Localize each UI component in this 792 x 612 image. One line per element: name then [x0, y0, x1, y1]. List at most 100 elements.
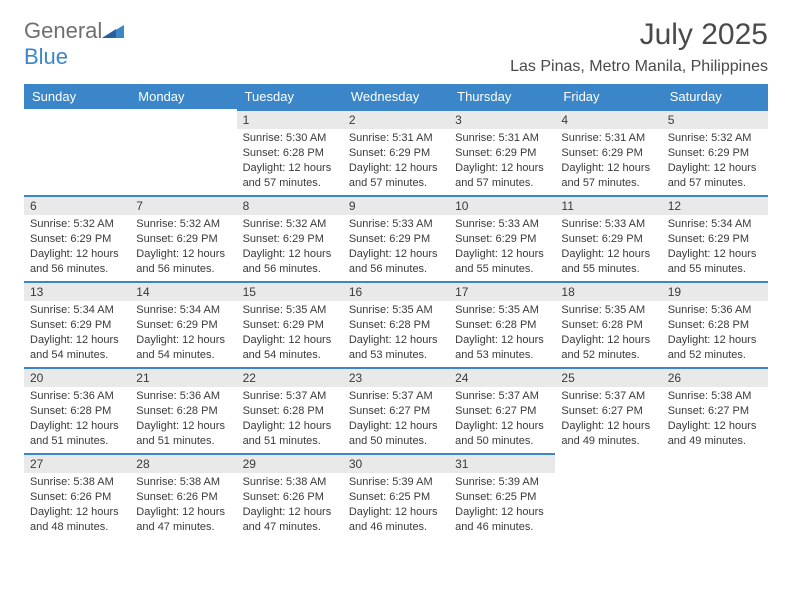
- calendar-page: General Blue July 2025 Las Pinas, Metro …: [0, 0, 792, 549]
- weekday-header: Thursday: [449, 84, 555, 109]
- day-details: Sunrise: 5:38 AMSunset: 6:26 PMDaylight:…: [130, 473, 236, 538]
- weekday-header: Monday: [130, 84, 236, 109]
- day-number: 3: [449, 109, 555, 129]
- calendar-day-cell: 30Sunrise: 5:39 AMSunset: 6:25 PMDayligh…: [343, 453, 449, 539]
- calendar-day-cell: 5Sunrise: 5:32 AMSunset: 6:29 PMDaylight…: [662, 109, 768, 195]
- day-details: Sunrise: 5:35 AMSunset: 6:28 PMDaylight:…: [449, 301, 555, 366]
- calendar-week-row: 27Sunrise: 5:38 AMSunset: 6:26 PMDayligh…: [24, 453, 768, 539]
- day-number: 28: [130, 453, 236, 473]
- day-details: Sunrise: 5:37 AMSunset: 6:28 PMDaylight:…: [237, 387, 343, 452]
- day-number: 21: [130, 367, 236, 387]
- calendar-week-row: 6Sunrise: 5:32 AMSunset: 6:29 PMDaylight…: [24, 195, 768, 281]
- calendar-day-cell: 15Sunrise: 5:35 AMSunset: 6:29 PMDayligh…: [237, 281, 343, 367]
- day-number: 5: [662, 109, 768, 129]
- brand-triangle-icon: [102, 22, 124, 43]
- day-number: 2: [343, 109, 449, 129]
- title-block: July 2025 Las Pinas, Metro Manila, Phili…: [510, 18, 768, 84]
- day-number: 17: [449, 281, 555, 301]
- day-details: Sunrise: 5:31 AMSunset: 6:29 PMDaylight:…: [555, 129, 661, 194]
- calendar-day-cell: 28Sunrise: 5:38 AMSunset: 6:26 PMDayligh…: [130, 453, 236, 539]
- calendar-week-row: 1Sunrise: 5:30 AMSunset: 6:28 PMDaylight…: [24, 109, 768, 195]
- brand-text: General Blue: [24, 18, 124, 70]
- weekday-header: Tuesday: [237, 84, 343, 109]
- calendar-day-cell: 27Sunrise: 5:38 AMSunset: 6:26 PMDayligh…: [24, 453, 130, 539]
- calendar-day-cell: 23Sunrise: 5:37 AMSunset: 6:27 PMDayligh…: [343, 367, 449, 453]
- calendar-day-cell: 12Sunrise: 5:34 AMSunset: 6:29 PMDayligh…: [662, 195, 768, 281]
- calendar-day-cell: 14Sunrise: 5:34 AMSunset: 6:29 PMDayligh…: [130, 281, 236, 367]
- day-details: Sunrise: 5:35 AMSunset: 6:29 PMDaylight:…: [237, 301, 343, 366]
- calendar-day-cell: 29Sunrise: 5:38 AMSunset: 6:26 PMDayligh…: [237, 453, 343, 539]
- day-details: Sunrise: 5:32 AMSunset: 6:29 PMDaylight:…: [24, 215, 130, 280]
- day-details: Sunrise: 5:38 AMSunset: 6:27 PMDaylight:…: [662, 387, 768, 452]
- page-subtitle: Las Pinas, Metro Manila, Philippines: [510, 58, 768, 76]
- page-title: July 2025: [510, 18, 768, 52]
- day-number: 25: [555, 367, 661, 387]
- calendar-day-cell: 7Sunrise: 5:32 AMSunset: 6:29 PMDaylight…: [130, 195, 236, 281]
- day-details: Sunrise: 5:33 AMSunset: 6:29 PMDaylight:…: [449, 215, 555, 280]
- calendar-day-cell: [24, 109, 130, 195]
- day-details: Sunrise: 5:35 AMSunset: 6:28 PMDaylight:…: [555, 301, 661, 366]
- calendar-day-cell: 1Sunrise: 5:30 AMSunset: 6:28 PMDaylight…: [237, 109, 343, 195]
- calendar-day-cell: 11Sunrise: 5:33 AMSunset: 6:29 PMDayligh…: [555, 195, 661, 281]
- calendar-day-cell: 10Sunrise: 5:33 AMSunset: 6:29 PMDayligh…: [449, 195, 555, 281]
- day-details: Sunrise: 5:36 AMSunset: 6:28 PMDaylight:…: [662, 301, 768, 366]
- day-number: 27: [24, 453, 130, 473]
- calendar-day-cell: 21Sunrise: 5:36 AMSunset: 6:28 PMDayligh…: [130, 367, 236, 453]
- calendar-day-cell: 8Sunrise: 5:32 AMSunset: 6:29 PMDaylight…: [237, 195, 343, 281]
- day-number: 22: [237, 367, 343, 387]
- day-details: Sunrise: 5:32 AMSunset: 6:29 PMDaylight:…: [237, 215, 343, 280]
- calendar-day-cell: 17Sunrise: 5:35 AMSunset: 6:28 PMDayligh…: [449, 281, 555, 367]
- calendar-day-cell: 9Sunrise: 5:33 AMSunset: 6:29 PMDaylight…: [343, 195, 449, 281]
- calendar-day-cell: 16Sunrise: 5:35 AMSunset: 6:28 PMDayligh…: [343, 281, 449, 367]
- day-number: 14: [130, 281, 236, 301]
- day-number: 4: [555, 109, 661, 129]
- day-details: Sunrise: 5:37 AMSunset: 6:27 PMDaylight:…: [555, 387, 661, 452]
- day-number: 18: [555, 281, 661, 301]
- day-details: Sunrise: 5:34 AMSunset: 6:29 PMDaylight:…: [662, 215, 768, 280]
- day-number: 20: [24, 367, 130, 387]
- calendar-day-cell: [130, 109, 236, 195]
- day-details: Sunrise: 5:33 AMSunset: 6:29 PMDaylight:…: [343, 215, 449, 280]
- day-details: Sunrise: 5:38 AMSunset: 6:26 PMDaylight:…: [237, 473, 343, 538]
- weekday-header: Sunday: [24, 84, 130, 109]
- day-number: 30: [343, 453, 449, 473]
- day-details: Sunrise: 5:31 AMSunset: 6:29 PMDaylight:…: [343, 129, 449, 194]
- day-number: 8: [237, 195, 343, 215]
- day-number: 15: [237, 281, 343, 301]
- day-details: Sunrise: 5:32 AMSunset: 6:29 PMDaylight:…: [662, 129, 768, 194]
- day-details: Sunrise: 5:31 AMSunset: 6:29 PMDaylight:…: [449, 129, 555, 194]
- day-number: 16: [343, 281, 449, 301]
- calendar-day-cell: 24Sunrise: 5:37 AMSunset: 6:27 PMDayligh…: [449, 367, 555, 453]
- calendar-day-cell: 3Sunrise: 5:31 AMSunset: 6:29 PMDaylight…: [449, 109, 555, 195]
- day-number: 19: [662, 281, 768, 301]
- day-number: 24: [449, 367, 555, 387]
- calendar-day-cell: 18Sunrise: 5:35 AMSunset: 6:28 PMDayligh…: [555, 281, 661, 367]
- day-number: 26: [662, 367, 768, 387]
- weekday-header: Friday: [555, 84, 661, 109]
- day-details: Sunrise: 5:38 AMSunset: 6:26 PMDaylight:…: [24, 473, 130, 538]
- day-number: 1: [237, 109, 343, 129]
- day-details: Sunrise: 5:33 AMSunset: 6:29 PMDaylight:…: [555, 215, 661, 280]
- day-details: Sunrise: 5:36 AMSunset: 6:28 PMDaylight:…: [130, 387, 236, 452]
- calendar-day-cell: 13Sunrise: 5:34 AMSunset: 6:29 PMDayligh…: [24, 281, 130, 367]
- calendar-week-row: 20Sunrise: 5:36 AMSunset: 6:28 PMDayligh…: [24, 367, 768, 453]
- day-details: Sunrise: 5:34 AMSunset: 6:29 PMDaylight:…: [24, 301, 130, 366]
- calendar-day-cell: 6Sunrise: 5:32 AMSunset: 6:29 PMDaylight…: [24, 195, 130, 281]
- calendar-week-row: 13Sunrise: 5:34 AMSunset: 6:29 PMDayligh…: [24, 281, 768, 367]
- day-number: 31: [449, 453, 555, 473]
- day-details: Sunrise: 5:34 AMSunset: 6:29 PMDaylight:…: [130, 301, 236, 366]
- weekday-header: Saturday: [662, 84, 768, 109]
- day-details: Sunrise: 5:30 AMSunset: 6:28 PMDaylight:…: [237, 129, 343, 194]
- calendar-table: SundayMondayTuesdayWednesdayThursdayFrid…: [24, 84, 768, 539]
- day-number: 9: [343, 195, 449, 215]
- calendar-day-cell: [555, 453, 661, 539]
- day-details: Sunrise: 5:37 AMSunset: 6:27 PMDaylight:…: [343, 387, 449, 452]
- calendar-day-cell: [662, 453, 768, 539]
- day-number: 11: [555, 195, 661, 215]
- calendar-day-cell: 4Sunrise: 5:31 AMSunset: 6:29 PMDaylight…: [555, 109, 661, 195]
- day-number: 6: [24, 195, 130, 215]
- calendar-day-cell: 20Sunrise: 5:36 AMSunset: 6:28 PMDayligh…: [24, 367, 130, 453]
- day-details: Sunrise: 5:32 AMSunset: 6:29 PMDaylight:…: [130, 215, 236, 280]
- header-row: General Blue July 2025 Las Pinas, Metro …: [24, 18, 768, 84]
- calendar-day-cell: 31Sunrise: 5:39 AMSunset: 6:25 PMDayligh…: [449, 453, 555, 539]
